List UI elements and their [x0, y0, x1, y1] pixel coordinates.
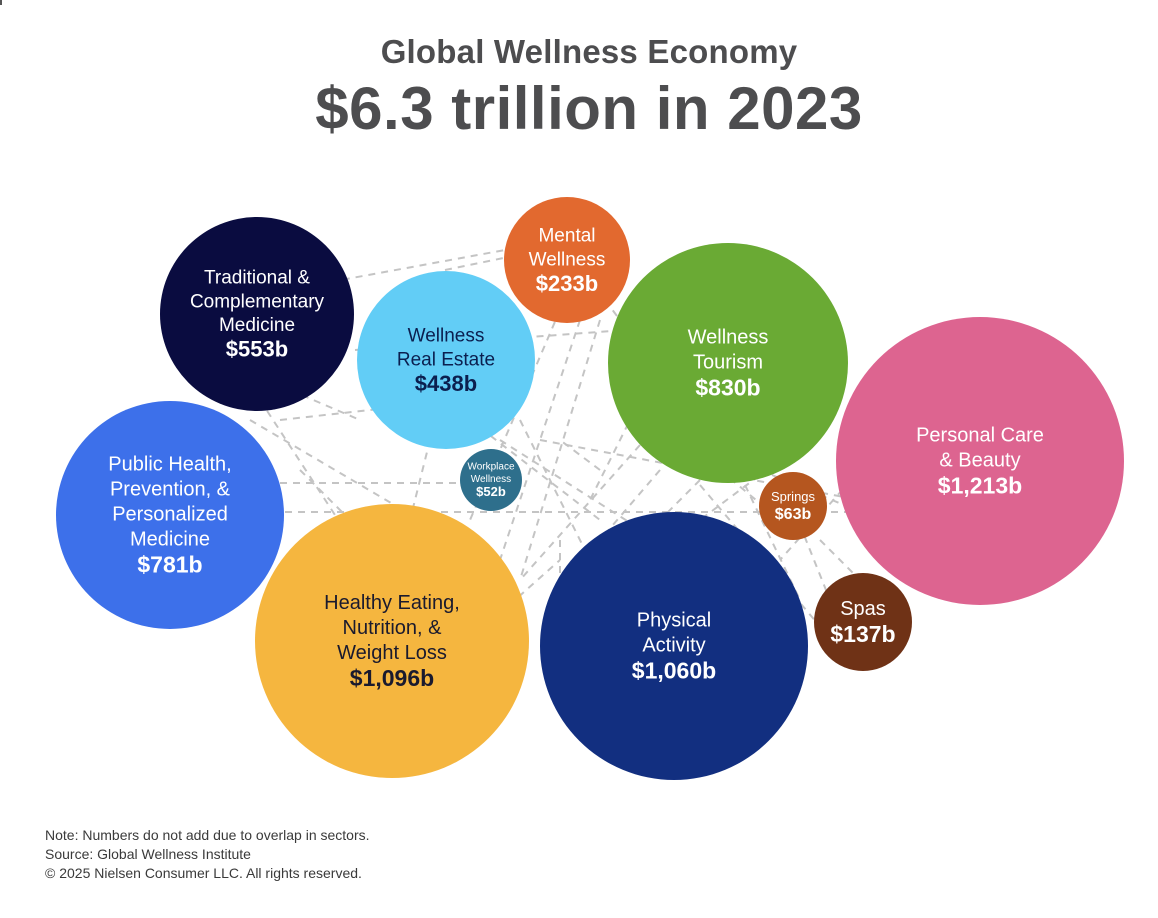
bubble-label-healthy-eating: Weight Loss [337, 642, 447, 664]
connector-line [519, 444, 641, 581]
bubble-circle-physical-activity [540, 512, 808, 780]
bubble-tourism: Wellness Tourism$830b [608, 243, 848, 483]
bubble-circle-personal-care [836, 317, 1124, 605]
bubble-value-mental: $233b [536, 271, 598, 296]
bubble-workplace: Workplace Wellness$52b [460, 449, 522, 511]
copyright-text: © 2025 Nielsen Consumer LLC. All rights … [45, 865, 362, 881]
connector-line [499, 439, 721, 581]
bubble-label-public-health: Public Health, [108, 454, 231, 476]
bubble-label-public-health: Personalized [112, 504, 228, 526]
bubble-springs: Springs $63b [759, 472, 827, 540]
corner-mark [0, 0, 2, 5]
connector-line [249, 419, 421, 521]
bubble-value-springs: $63b [775, 506, 812, 523]
bubble-value-spas: $137b [830, 621, 895, 647]
connector-line [519, 319, 601, 581]
chart-headline: $6.3 trillion in 2023 [315, 75, 863, 142]
connector-line [469, 419, 601, 521]
bubble-label-tourism: Tourism [693, 352, 763, 374]
bubble-label-springs: Springs [771, 489, 816, 504]
bubble-label-tourism: Wellness [688, 327, 769, 349]
bubble-value-personal-care: $1,213b [938, 472, 1022, 498]
connector-line [819, 539, 861, 581]
footnotes: Note: Numbers do not add due to overlap … [45, 826, 370, 883]
bubble-label-healthy-eating: Nutrition, & [343, 617, 443, 639]
bubble-label-mental: Wellness [529, 249, 606, 270]
bubble-label-public-health: Medicine [130, 529, 210, 551]
bubble-label-healthy-eating: Healthy Eating, [324, 592, 460, 614]
connector-line [279, 399, 461, 421]
bubble-circle-real-estate [357, 271, 535, 449]
bubble-value-real-estate: $438b [415, 371, 477, 396]
bubble-label-workplace: Workplace [467, 461, 514, 472]
bubble-label-real-estate: Wellness [408, 326, 485, 347]
bubble-circle-workplace [460, 449, 522, 511]
bubble-personal-care: Personal Care & Beauty$1,213b [836, 317, 1124, 605]
bubble-healthy-eating: Healthy Eating, Nutrition, & Weight Loss$1… [255, 504, 529, 778]
bubble-circle-mental [504, 197, 630, 323]
bubble-circle-healthy-eating [255, 504, 529, 778]
connector-line [499, 319, 581, 561]
bubble-value-healthy-eating: $1,096b [350, 665, 434, 691]
bubble-label-traditional: Medicine [219, 315, 295, 336]
bubble-circle-traditional [160, 217, 354, 411]
bubble-label-workplace: Wellness [471, 474, 511, 485]
bubbles-group: Traditional &ComplementaryMedicine$553bM… [56, 197, 1124, 780]
bubble-label-personal-care: & Beauty [939, 450, 1020, 472]
connector-line [599, 469, 661, 541]
bubble-label-mental: Mental [538, 226, 595, 247]
bubble-spas: Spas$137b [814, 573, 912, 671]
bubble-circle-spas [814, 573, 912, 671]
bubble-value-tourism: $830b [695, 374, 760, 400]
source-text: Source: Global Wellness Institute [45, 846, 251, 862]
connector-line [559, 439, 601, 471]
chart-title: Global Wellness Economy [380, 33, 798, 70]
bubble-value-public-health: $781b [137, 551, 202, 577]
bubble-value-traditional: $553b [226, 337, 288, 362]
bubble-circle-tourism [608, 243, 848, 483]
bubble-label-traditional: Complementary [190, 291, 325, 312]
connector-line [259, 399, 336, 516]
bubble-label-public-health: Prevention, & [110, 479, 231, 501]
bubble-circle-springs [759, 472, 827, 540]
bubble-label-real-estate: Real Estate [397, 349, 495, 370]
bubble-label-personal-care: Personal Care [916, 425, 1044, 447]
bubble-circle-public-health [56, 401, 284, 629]
bubble-public-health: Public Health, Prevention, & Personalized M… [56, 401, 284, 629]
bubble-label-traditional: Traditional & [204, 268, 310, 289]
note-text: Note: Numbers do not add due to overlap … [45, 827, 370, 843]
bubble-value-physical-activity: $1,060b [632, 657, 716, 683]
bubble-label-physical-activity: Activity [642, 635, 705, 657]
bubble-physical-activity: Physical Activity$1,060b [540, 512, 808, 780]
bubble-traditional: Traditional &Complementary Medicine$553b [160, 217, 354, 411]
bubble-value-workplace: $52b [476, 484, 506, 499]
bubble-label-physical-activity: Physical [637, 610, 711, 632]
connector-line [329, 249, 506, 283]
bubble-label-spas: Spas [840, 598, 886, 620]
